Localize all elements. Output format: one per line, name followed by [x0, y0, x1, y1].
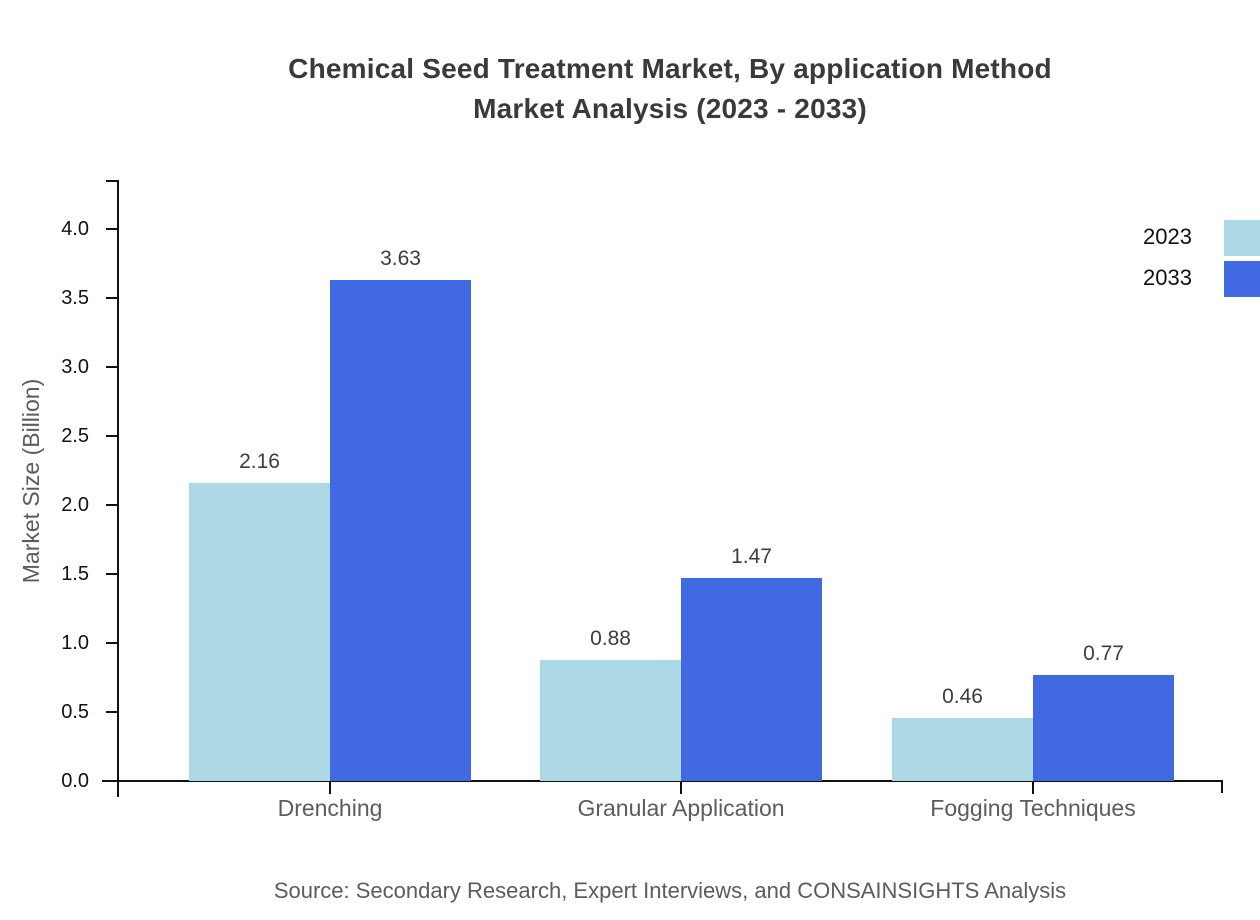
y-axis-spine — [117, 180, 119, 797]
x-tick-mark — [329, 782, 331, 794]
y-axis-top-cap — [106, 180, 117, 182]
y-tick-mark — [106, 780, 117, 782]
x-tick-mark — [680, 782, 682, 794]
source-caption: Source: Secondary Research, Expert Inter… — [273, 878, 1067, 903]
legend-swatch-2023 — [1224, 220, 1260, 256]
x-category-label: Drenching — [277, 795, 383, 821]
bar-2033-fogging-techniques — [1033, 675, 1174, 781]
y-tick-mark — [106, 297, 117, 299]
chart-title-line2: Market Analysis (2023 - 2033) — [473, 93, 867, 124]
y-tick-mark — [106, 711, 117, 713]
bar-2023-drenching — [189, 483, 330, 781]
x-tick-mark — [1032, 782, 1034, 794]
y-tick-mark — [106, 642, 117, 644]
x-category-label: Fogging Techniques — [930, 795, 1136, 821]
y-tick-label: 0.0 — [61, 770, 89, 792]
y-tick-mark — [106, 228, 117, 230]
bar-value-label: 1.47 — [731, 545, 772, 568]
bar-2023-fogging-techniques — [892, 718, 1033, 781]
legend-label-2033: 2033 — [1143, 265, 1192, 290]
chart-title-line1: Chemical Seed Treatment Market, By appli… — [288, 53, 1052, 84]
y-tick-mark — [106, 504, 117, 506]
bar-2033-granular-application — [681, 578, 822, 781]
y-tick-label: 1.5 — [61, 563, 89, 585]
bar-value-label: 2.16 — [239, 450, 280, 473]
legend-swatch-2033 — [1224, 261, 1260, 297]
y-tick-label: 2.0 — [61, 494, 89, 516]
y-axis-label: Market Size (Billion) — [18, 378, 44, 584]
y-tick-label: 0.5 — [61, 701, 89, 723]
y-tick-label: 3.5 — [61, 287, 89, 309]
bar-value-label: 0.88 — [590, 627, 631, 650]
bar-value-label: 3.63 — [380, 247, 421, 270]
x-axis-right-cap — [1221, 780, 1223, 793]
y-tick-label: 2.5 — [61, 425, 89, 447]
y-tick-mark — [106, 573, 117, 575]
y-tick-label: 4.0 — [61, 218, 89, 240]
bar-2033-drenching — [330, 280, 471, 781]
y-tick-mark — [106, 366, 117, 368]
y-tick-label: 3.0 — [61, 356, 89, 378]
x-axis-spine — [102, 780, 1222, 782]
bar-value-label: 0.46 — [942, 685, 983, 708]
y-tick-label: 1.0 — [61, 632, 89, 654]
bar-value-label: 0.77 — [1083, 642, 1124, 665]
x-category-label: Granular Application — [577, 795, 785, 821]
bar-2023-granular-application — [540, 660, 681, 781]
legend-label-2023: 2023 — [1143, 224, 1192, 249]
y-tick-mark — [106, 435, 117, 437]
